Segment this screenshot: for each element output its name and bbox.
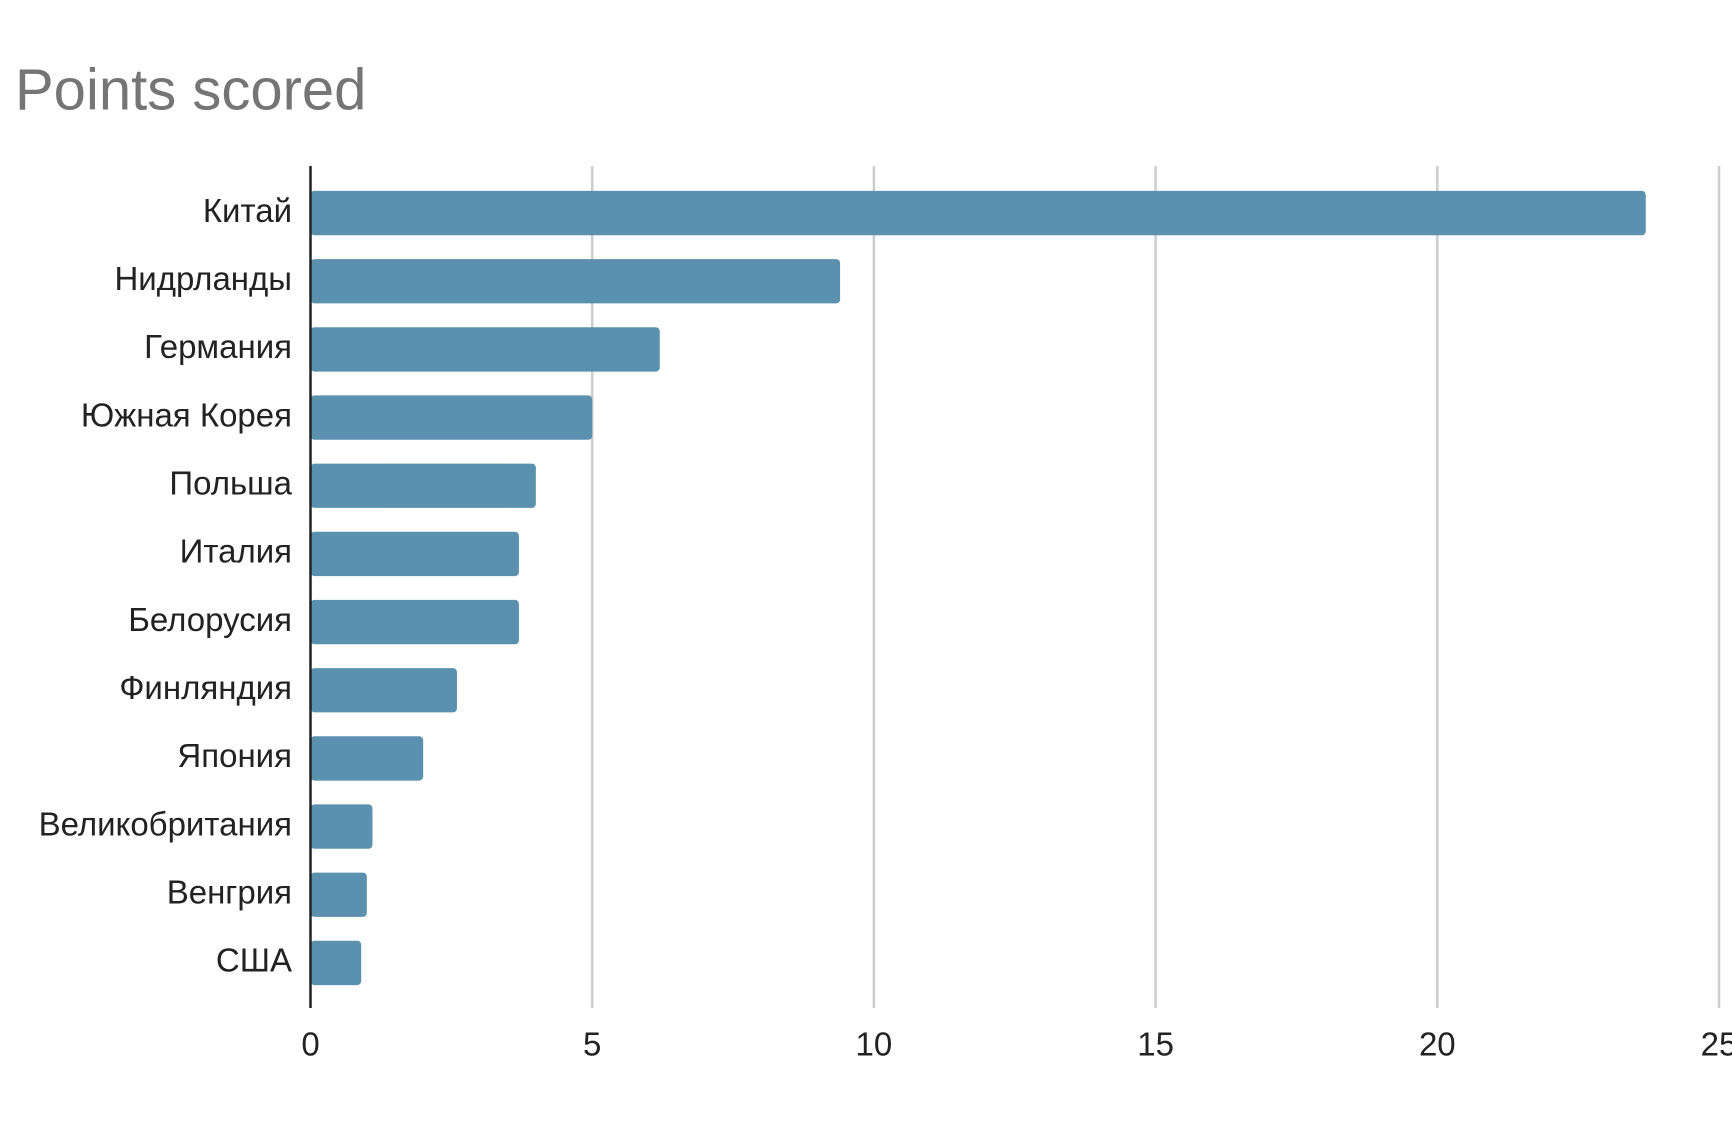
y-tick-label: Китай xyxy=(203,192,292,229)
y-tick-label: Белорусия xyxy=(128,601,292,638)
y-tick-label: Польша xyxy=(169,464,292,501)
y-tick-label: Италия xyxy=(180,533,292,570)
x-tick-label: 5 xyxy=(583,1026,601,1063)
y-tick-label: Южная Корея xyxy=(81,396,292,433)
bar xyxy=(310,668,457,713)
chart-title: Points scored xyxy=(15,57,366,122)
x-tick-label: 0 xyxy=(301,1026,319,1063)
bar xyxy=(310,804,373,849)
bar xyxy=(310,259,841,304)
y-tick-label: Финляндия xyxy=(119,669,292,706)
bar xyxy=(310,736,424,781)
y-tick-label: Венгрия xyxy=(167,873,292,910)
y-tick-label: Нидрланды xyxy=(114,260,292,297)
bar xyxy=(310,599,519,645)
y-tick-label: Германия xyxy=(144,328,292,365)
bar xyxy=(310,463,536,508)
bar xyxy=(310,872,367,917)
bar xyxy=(310,190,1646,236)
bar xyxy=(310,531,519,577)
bar xyxy=(310,395,593,440)
y-tick-label: Великобритания xyxy=(39,805,292,842)
y-tick-label: Япония xyxy=(177,737,292,774)
x-tick-label: 15 xyxy=(1137,1026,1174,1063)
x-tick-label: 25 xyxy=(1701,1026,1732,1063)
y-tick-label: США xyxy=(216,942,292,979)
x-tick-label: 20 xyxy=(1419,1026,1456,1063)
bar xyxy=(310,327,660,372)
x-tick-label: 10 xyxy=(856,1026,893,1063)
bar xyxy=(310,940,362,986)
